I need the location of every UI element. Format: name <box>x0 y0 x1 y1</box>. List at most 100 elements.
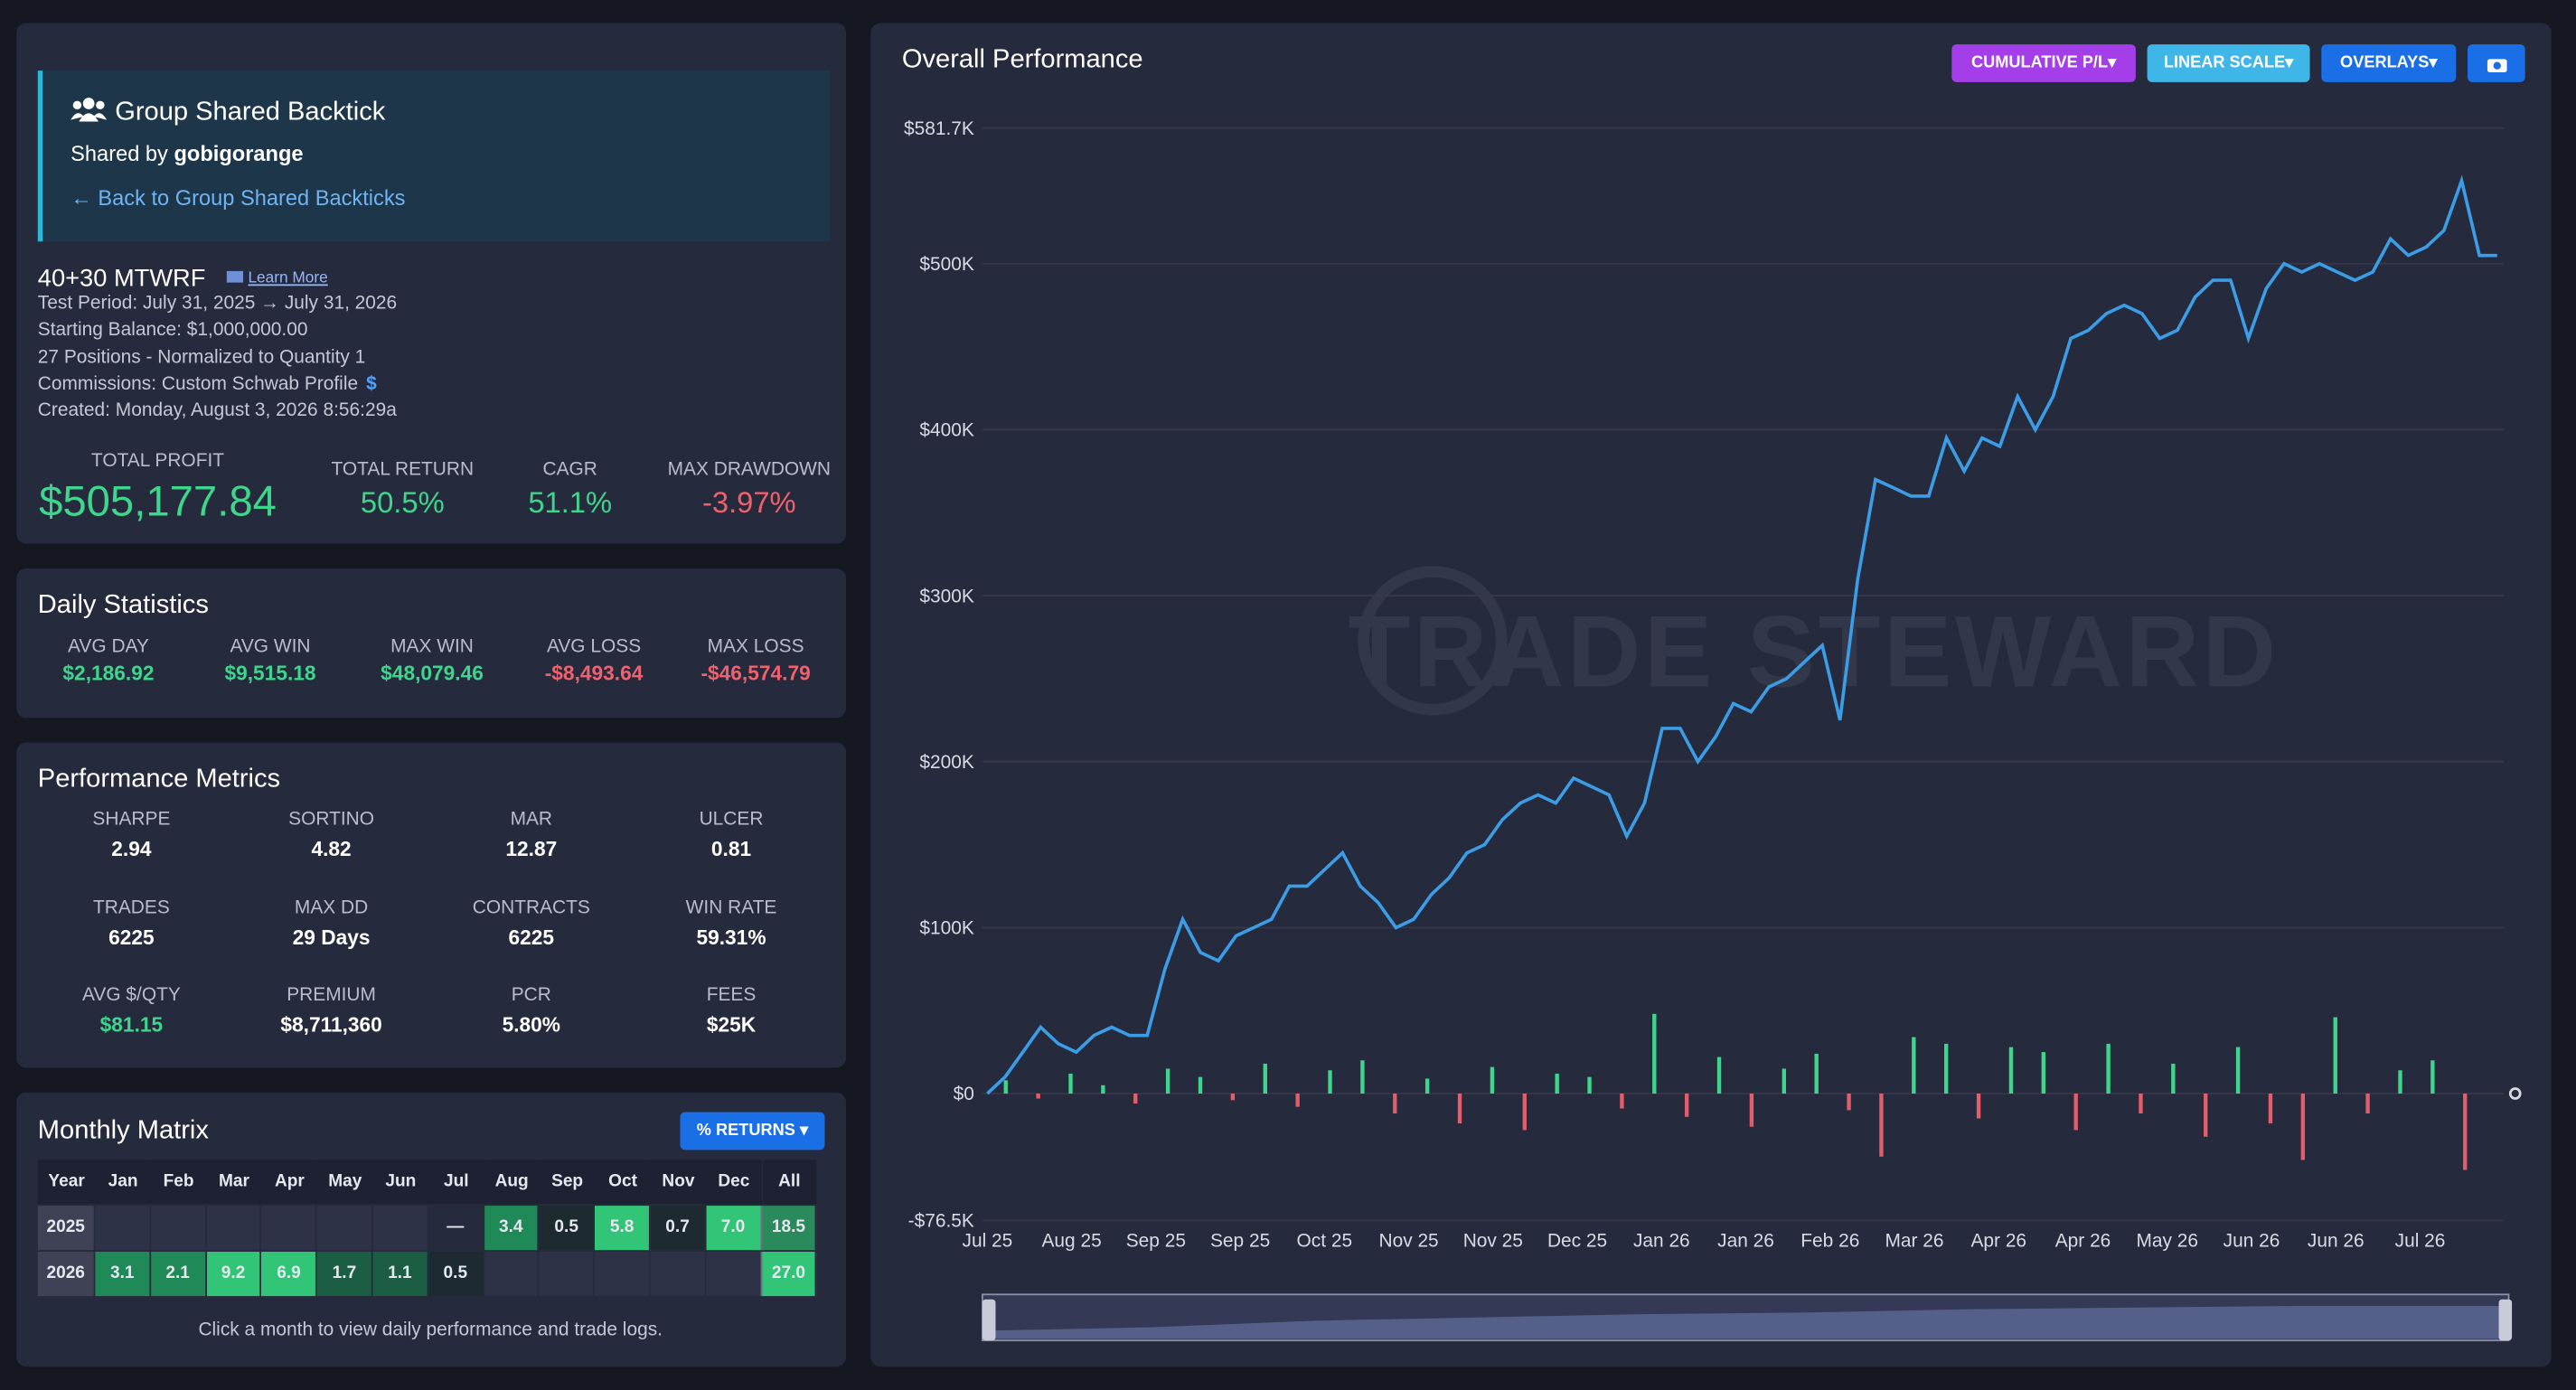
matrix-cell[interactable]: 7.0 <box>706 1206 764 1251</box>
matrix-cell[interactable]: 2.1 <box>150 1252 207 1297</box>
metric-value: 59.31% <box>696 925 766 949</box>
shared-by-label: Shared by <box>71 141 168 166</box>
bar <box>1555 1073 1559 1094</box>
y-tick-label: $200K <box>919 752 973 773</box>
matrix-cell[interactable] <box>595 1252 651 1297</box>
stat-label: AVG LOSS <box>546 637 642 658</box>
bar <box>2106 1043 2111 1094</box>
matrix-cell[interactable] <box>539 1252 596 1297</box>
bar <box>1133 1093 1138 1104</box>
bar <box>1716 1057 1722 1094</box>
bar <box>1620 1093 1624 1109</box>
summary-value: 50.5% <box>360 486 445 520</box>
matrix-cell[interactable] <box>261 1206 318 1251</box>
matrix-cell[interactable] <box>95 1206 151 1251</box>
bar <box>1976 1093 1981 1119</box>
matrix-header: Jan <box>95 1160 151 1205</box>
chart-button-text: CUMULATIVE P/L <box>1970 53 2109 72</box>
matrix-cell[interactable] <box>150 1206 207 1251</box>
metric-value: 2.94 <box>111 837 152 861</box>
x-tick-label: Jan 26 <box>1633 1231 1690 1252</box>
stat-label: MAX LOSS <box>707 637 804 658</box>
bar <box>1457 1093 1462 1124</box>
matrix-cell[interactable]: 3.1 <box>95 1252 151 1297</box>
commission-icon: $ <box>366 374 377 395</box>
matrix-cell[interactable] <box>484 1252 540 1297</box>
detail-line: Test Period: July 31, 2025 → July 31, 20… <box>37 294 398 315</box>
metric-value: $25K <box>706 1013 757 1037</box>
metric-label: SORTINO <box>288 810 375 830</box>
range-handle-right[interactable] <box>2498 1299 2513 1341</box>
matrix-header: Jul <box>428 1160 484 1205</box>
matrix-cell[interactable] <box>706 1252 764 1297</box>
range-handle-left[interactable] <box>982 1299 996 1341</box>
metric-label: SHARPE <box>92 810 171 830</box>
back-link[interactable]: ← Back to Group Shared Backticks <box>71 185 406 211</box>
matrix-cell[interactable] <box>372 1206 429 1251</box>
x-tick-label: May 26 <box>2137 1231 2199 1252</box>
bar <box>2204 1093 2208 1137</box>
banner-title: Group Shared Backtick <box>115 99 386 127</box>
matrix-cell[interactable]: — <box>428 1206 484 1251</box>
matrix-cell[interactable]: 6.9 <box>261 1252 318 1297</box>
metric-value: 29 Days <box>292 925 371 949</box>
bar <box>1165 1068 1170 1094</box>
matrix-cell[interactable] <box>317 1206 373 1251</box>
matrix-cell[interactable] <box>206 1206 262 1251</box>
bar <box>1424 1078 1430 1094</box>
matrix-header: Mar <box>206 1160 262 1205</box>
chart-button[interactable]: OVERLAYS ▾ <box>2321 44 2457 82</box>
matrix-cell[interactable]: 1.7 <box>317 1252 373 1297</box>
range-preview <box>992 1305 2501 1339</box>
matrix-cell[interactable]: 0.5 <box>428 1252 484 1297</box>
y-tick-label: $500K <box>919 254 973 275</box>
summary-label: CAGR <box>542 459 597 480</box>
camera-button[interactable] <box>2468 44 2525 82</box>
bar <box>1393 1093 1397 1114</box>
y-tick-label: $300K <box>919 586 973 606</box>
chart-button[interactable]: LINEAR SCALE ▾ <box>2147 44 2310 82</box>
summary-label: TOTAL PROFIT <box>90 451 225 472</box>
metric-label: PCR <box>511 985 551 1006</box>
chart-button[interactable]: CUMULATIVE P/L ▾ <box>1951 44 2136 82</box>
matrix-cell[interactable]: 9.2 <box>206 1252 262 1297</box>
matrix-cell[interactable] <box>650 1252 707 1297</box>
metric-value: 0.81 <box>710 837 752 861</box>
bar <box>2268 1093 2273 1124</box>
metric-label: PREMIUM <box>287 985 376 1006</box>
metric-label: FEES <box>706 985 757 1006</box>
metric-label: AVG $/QTY <box>82 985 181 1006</box>
bar <box>2235 1047 2241 1094</box>
matrix-cell[interactable]: 5.8 <box>595 1206 651 1251</box>
x-tick-label: Dec 25 <box>1547 1231 1607 1252</box>
matrix-header: Year <box>37 1160 96 1205</box>
metrics-title: Performance Metrics <box>37 765 281 794</box>
bar <box>2008 1047 2014 1094</box>
summary-label: MAX DRAWDOWN <box>667 459 832 480</box>
bar <box>1944 1043 1949 1094</box>
stat-value: -$46,574.79 <box>700 662 811 685</box>
detail-line: Starting Balance: $1,000,000.00 <box>37 320 308 341</box>
x-tick-label: Feb 26 <box>1800 1231 1859 1252</box>
bar <box>2333 1017 2337 1094</box>
x-tick-label: Mar 26 <box>1885 1231 1944 1252</box>
matrix-cell[interactable]: 1.1 <box>372 1252 429 1297</box>
matrix-cell[interactable]: 0.5 <box>539 1206 596 1251</box>
learn-more[interactable]: Learn More <box>248 269 328 288</box>
chart-title: Overall Performance <box>901 45 1143 74</box>
returns-button[interactable]: % RETURNS ▾ <box>680 1112 825 1151</box>
chart-button-text: LINEAR SCALE <box>2163 53 2286 72</box>
line-end-marker <box>2508 1087 2522 1100</box>
bar <box>1522 1093 1527 1131</box>
metric-label: ULCER <box>699 810 764 830</box>
matrix-cell[interactable]: 0.7 <box>650 1206 707 1251</box>
bar <box>1003 1080 1008 1094</box>
stat-label: AVG DAY <box>68 637 149 658</box>
matrix-cell[interactable]: 3.4 <box>484 1206 540 1251</box>
bar <box>1912 1037 1916 1094</box>
bar <box>1587 1076 1592 1094</box>
returns-button-text: % RETURNS <box>696 1122 795 1141</box>
bar <box>1814 1053 1819 1094</box>
